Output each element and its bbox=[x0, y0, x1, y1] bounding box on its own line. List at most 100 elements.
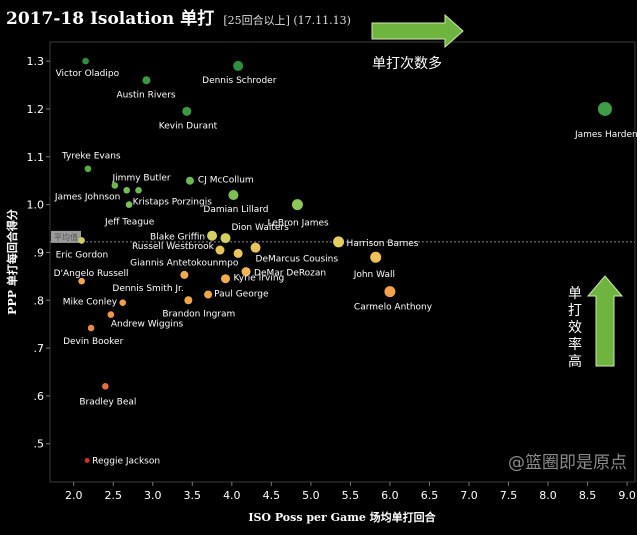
data-point bbox=[233, 60, 244, 71]
x-tick-label: 5.0 bbox=[302, 489, 320, 502]
point-label: Blake Griffin bbox=[150, 233, 205, 243]
y-axis: 1.3 1.2 1.1 1.0 .9 .8 .7 .6 .5 bbox=[27, 55, 50, 451]
data-point bbox=[215, 245, 225, 255]
y-tick-label: 1.0 bbox=[27, 199, 45, 212]
point-label: Russell Westbrook bbox=[132, 242, 215, 252]
point-label: Brandon Ingram bbox=[162, 309, 235, 319]
y-tick-label: 1.3 bbox=[27, 55, 45, 68]
x-tick-label: 2.5 bbox=[104, 489, 122, 502]
data-points bbox=[78, 57, 612, 463]
data-point bbox=[221, 274, 230, 284]
point-label: Harrison Barnes bbox=[347, 239, 419, 249]
data-point bbox=[233, 248, 243, 258]
point-label: James Harden bbox=[574, 130, 637, 140]
x-tick-label: 4.0 bbox=[223, 489, 241, 502]
data-point bbox=[111, 182, 119, 189]
data-point bbox=[184, 296, 193, 305]
point-label: Eric Gordon bbox=[56, 250, 109, 260]
data-point bbox=[123, 186, 130, 194]
point-label: Tyreke Evans bbox=[61, 152, 121, 162]
point-label: Victor Oladipo bbox=[56, 69, 120, 79]
data-point bbox=[84, 457, 90, 463]
point-label: Austin Rivers bbox=[116, 90, 175, 100]
data-point bbox=[207, 230, 218, 241]
data-point bbox=[84, 165, 92, 173]
point-label: DeMarcus Cousins bbox=[256, 255, 339, 265]
plot-frame bbox=[49, 41, 636, 483]
x-tick-label: 7.0 bbox=[460, 489, 478, 502]
point-label: Jeff Teague bbox=[104, 218, 155, 228]
x-tick-label: 2.0 bbox=[65, 489, 83, 502]
point-label: Dion Waiters bbox=[232, 223, 290, 233]
data-point bbox=[182, 106, 192, 116]
point-label: Kevin Durant bbox=[159, 121, 218, 131]
x-tick-label: 8.5 bbox=[579, 489, 597, 502]
data-point bbox=[87, 324, 95, 332]
x-tick-label: 3.5 bbox=[184, 489, 202, 502]
point-label: Dennis Smith Jr. bbox=[112, 284, 183, 294]
data-point bbox=[204, 290, 213, 299]
data-point bbox=[228, 190, 239, 201]
y-tick-label: .5 bbox=[34, 438, 45, 451]
data-point bbox=[78, 237, 85, 244]
average-label: 平均值 bbox=[54, 232, 78, 242]
point-label: Jimmy Butler bbox=[112, 173, 171, 183]
x-axis: 2.0 2.5 3.0 3.5 4.0 4.5 5.0 5.5 6.0 6.5 7.0 7.5 8.0 8… bbox=[65, 482, 636, 502]
x-tick-label: 5.5 bbox=[342, 489, 360, 502]
data-point bbox=[125, 201, 133, 208]
point-label: Mike Conley bbox=[63, 298, 118, 308]
x-tick-label: 9.0 bbox=[618, 489, 636, 502]
data-point bbox=[370, 251, 382, 263]
y-arrow-up-icon bbox=[586, 275, 624, 367]
y-tick-label: .6 bbox=[34, 390, 45, 403]
chart-subtitle: [25回合以上] (17.11.13) bbox=[223, 14, 351, 27]
point-label: CJ McCollum bbox=[198, 176, 254, 186]
y-axis-title: PPP 单打每回合得分 bbox=[5, 209, 19, 315]
point-label: DeMar DeRozan bbox=[254, 269, 326, 279]
y-tick-label: 1.2 bbox=[27, 103, 45, 116]
y-tick-label: .7 bbox=[34, 342, 45, 355]
average-label-box bbox=[51, 230, 81, 243]
point-label: Giannis Antetokounmpo bbox=[130, 258, 239, 268]
y-tick-label: 1.1 bbox=[27, 151, 45, 164]
data-point bbox=[78, 277, 85, 285]
data-point bbox=[180, 270, 189, 279]
data-point bbox=[119, 299, 127, 306]
data-point bbox=[185, 176, 194, 185]
point-label: Paul George bbox=[214, 290, 269, 300]
data-point bbox=[241, 267, 251, 277]
x-tick-label: 6.5 bbox=[421, 489, 439, 502]
x-tick-label: 8.0 bbox=[539, 489, 557, 502]
point-label: Carmelo Anthony bbox=[354, 303, 433, 313]
data-point bbox=[250, 242, 261, 253]
watermark: @篮圈即是原点 bbox=[508, 453, 627, 473]
point-label: Dennis Schroder bbox=[202, 76, 277, 86]
y-tick-label: .9 bbox=[34, 246, 45, 259]
point-label: Damian Lillard bbox=[203, 205, 268, 215]
point-label: Bradley Beal bbox=[79, 397, 136, 407]
data-point bbox=[142, 76, 151, 85]
point-label: John Wall bbox=[353, 270, 395, 280]
point-labels: Victor Oladipo Dennis Schroder Austin Rive… bbox=[54, 69, 637, 466]
x-tick-label: 7.5 bbox=[500, 489, 518, 502]
y-arrow-caption: 单打效率高 bbox=[568, 286, 582, 370]
title-block: 2017-18 Isolation 单打 [25回合以上] (17.11.13) bbox=[6, 4, 351, 29]
point-label: James Johnson bbox=[54, 192, 121, 202]
y-tick-label: .8 bbox=[34, 294, 45, 307]
data-point bbox=[82, 57, 89, 65]
point-label: Reggie Jackson bbox=[92, 456, 160, 466]
point-label: D'Angelo Russell bbox=[54, 269, 129, 279]
point-label: Kristaps Porzingis bbox=[133, 197, 213, 207]
x-arrow-caption: 单打次数多 bbox=[372, 55, 442, 72]
point-label: Kyrie Irving bbox=[234, 274, 285, 284]
data-point bbox=[291, 199, 303, 211]
x-tick-label: 6.0 bbox=[381, 489, 399, 502]
x-tick-label: 3.0 bbox=[144, 489, 162, 502]
point-label: Devin Booker bbox=[63, 337, 123, 347]
point-label: LeBron James bbox=[267, 219, 329, 229]
point-label: Andrew Wiggins bbox=[111, 320, 184, 330]
data-point bbox=[597, 101, 612, 116]
x-axis-title: ISO Poss per Game 场均单打回合 bbox=[248, 510, 436, 524]
x-tick-label: 4.5 bbox=[263, 489, 281, 502]
